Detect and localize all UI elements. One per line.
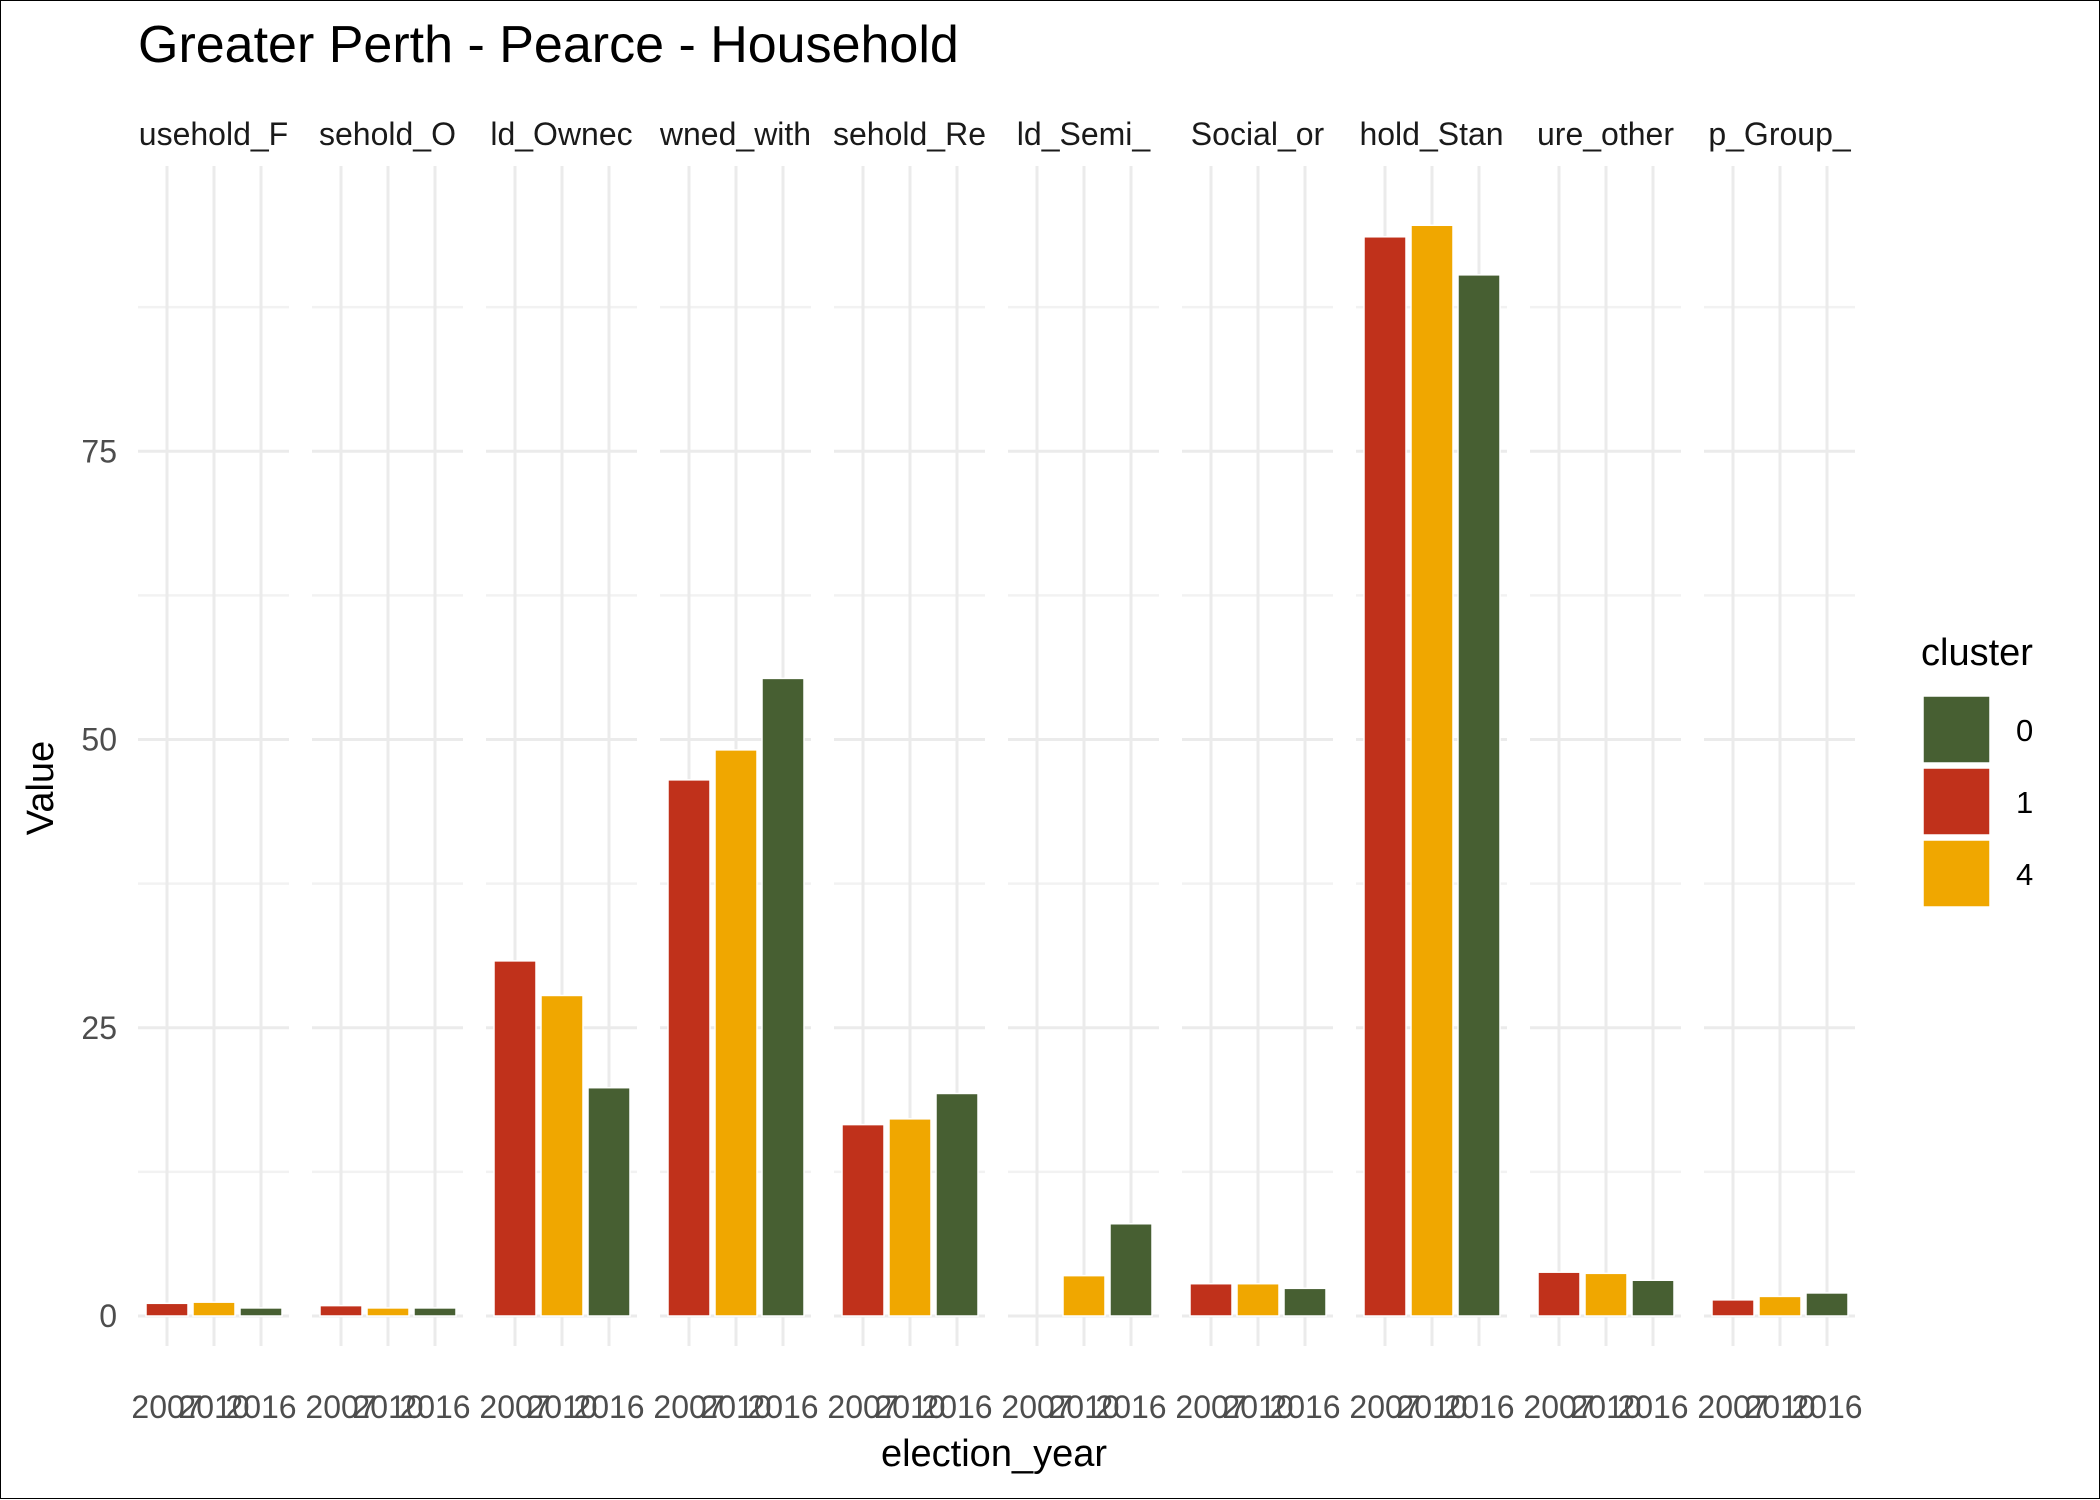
- x-tick-label: 2007: [1001, 1389, 1072, 1425]
- x-tick-label: 2010: [178, 1389, 249, 1425]
- x-tick-label: 2007: [1175, 1389, 1246, 1425]
- bar: [1363, 236, 1407, 1317]
- facet-strip-label: ld_Ownec: [490, 116, 632, 152]
- x-tick-label: 2016: [1269, 1389, 1340, 1425]
- x-tick-label: 2010: [1744, 1389, 1815, 1425]
- x-tick-label: 2010: [1048, 1389, 1119, 1425]
- bar: [1189, 1282, 1233, 1317]
- bar: [192, 1301, 236, 1317]
- x-tick-label: 2010: [874, 1389, 945, 1425]
- facet-strip-label: ld_Semi_: [1017, 116, 1152, 152]
- facet-strip-label: hold_Stan: [1359, 116, 1503, 152]
- legend-label: 4: [2016, 857, 2033, 892]
- legend-swatch: [1922, 695, 1991, 764]
- bar: [1283, 1287, 1327, 1317]
- x-tick-label: 2016: [1095, 1389, 1166, 1425]
- x-tick-label: 2010: [352, 1389, 423, 1425]
- bar: [935, 1092, 979, 1317]
- facet-strip-label: ure_other: [1537, 116, 1674, 152]
- x-tick-label: 2007: [1349, 1389, 1420, 1425]
- bar: [239, 1307, 283, 1317]
- bar: [667, 779, 711, 1317]
- bar: [1584, 1272, 1628, 1317]
- x-tick-label: 2016: [921, 1389, 992, 1425]
- x-tick-label: 2007: [131, 1389, 202, 1425]
- facet-strip-label: sehold_O: [319, 116, 456, 152]
- x-tick-label: 2016: [225, 1389, 296, 1425]
- legend-swatch: [1922, 839, 1991, 908]
- bar: [1236, 1282, 1280, 1317]
- x-tick-label: 2016: [1617, 1389, 1688, 1425]
- bar: [366, 1307, 410, 1317]
- facet-strip-label: wned_with: [659, 116, 811, 152]
- x-tick-label: 2007: [1697, 1389, 1768, 1425]
- bar: [413, 1307, 457, 1317]
- bar: [319, 1304, 363, 1317]
- x-tick-label: 2016: [1791, 1389, 1862, 1425]
- y-tick-label: 0: [99, 1298, 117, 1334]
- bar: [587, 1086, 631, 1317]
- x-tick-label: 2007: [305, 1389, 376, 1425]
- bar: [1711, 1299, 1755, 1317]
- bar: [145, 1302, 189, 1317]
- x-axis-title: election_year: [881, 1433, 1107, 1475]
- bar: [1410, 224, 1454, 1317]
- x-tick-label: 2016: [1443, 1389, 1514, 1425]
- bar: [1537, 1271, 1581, 1317]
- legend-swatch: [1922, 767, 1991, 836]
- bar: [841, 1123, 885, 1317]
- x-tick-label: 2010: [526, 1389, 597, 1425]
- facet-strip-label: sehold_Re: [833, 116, 986, 152]
- y-tick-label: 25: [81, 1010, 117, 1046]
- x-tick-label: 2010: [700, 1389, 771, 1425]
- y-axis: 0 25 50 75: [81, 433, 117, 1334]
- y-axis-title: Value: [20, 741, 62, 835]
- facet-strip-label: usehold_F: [139, 116, 288, 152]
- bar: [1805, 1292, 1849, 1317]
- bar: [493, 960, 537, 1317]
- legend-label: 0: [2016, 713, 2033, 748]
- x-tick-label: 2007: [479, 1389, 550, 1425]
- x-tick-label: 2007: [653, 1389, 724, 1425]
- bar: [761, 677, 805, 1317]
- x-tick-label: 2016: [573, 1389, 644, 1425]
- facet-strip-label: Social_or: [1191, 116, 1325, 152]
- legend: cluster 0 1 4: [1921, 632, 2033, 908]
- y-tick-label: 50: [81, 722, 117, 758]
- legend-title: cluster: [1921, 632, 2033, 674]
- legend-label: 1: [2016, 785, 2033, 820]
- bar: [1109, 1223, 1153, 1317]
- bar: [1457, 274, 1501, 1317]
- x-tick-label: 2010: [1396, 1389, 1467, 1425]
- x-tick-label: 2010: [1570, 1389, 1641, 1425]
- bar: [1758, 1295, 1802, 1317]
- chart-title: Greater Perth - Pearce - Household: [138, 16, 959, 74]
- facet-strip-label: p_Group_: [1708, 116, 1852, 152]
- x-tick-label: 2016: [747, 1389, 818, 1425]
- x-tick-label: 2010: [1222, 1389, 1293, 1425]
- x-tick-label: 2016: [399, 1389, 470, 1425]
- bar: [714, 749, 758, 1317]
- x-tick-label: 2007: [1523, 1389, 1594, 1425]
- bar: [888, 1118, 932, 1317]
- x-tick-label: 2007: [827, 1389, 898, 1425]
- bar: [1631, 1279, 1675, 1317]
- facet-panels: usehold_F200720102016sehold_O20072010201…: [131, 116, 1862, 1425]
- bar: [540, 994, 584, 1317]
- bar: [1062, 1274, 1106, 1317]
- y-tick-label: 75: [81, 433, 117, 469]
